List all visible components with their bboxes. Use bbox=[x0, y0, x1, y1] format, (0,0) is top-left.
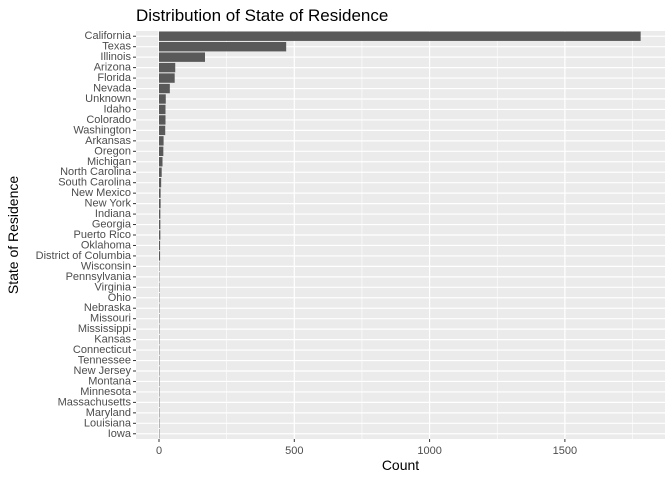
y-tick-label: District of Columbia bbox=[36, 250, 132, 262]
bars bbox=[159, 31, 641, 439]
y-tick-label: Massachusetts bbox=[58, 396, 132, 408]
y-tick-label: Oklahoma bbox=[81, 239, 132, 251]
bar bbox=[159, 188, 161, 198]
x-axis-title: Count bbox=[382, 457, 419, 473]
bar bbox=[159, 41, 287, 52]
y-tick-label: Wisconsin bbox=[81, 260, 131, 272]
y-tick-label: Missouri bbox=[90, 313, 131, 325]
bar bbox=[159, 230, 161, 240]
y-tick-label: Georgia bbox=[92, 219, 132, 231]
bar bbox=[159, 125, 166, 136]
bar bbox=[159, 146, 164, 157]
y-tick-label: North Carolina bbox=[60, 166, 132, 178]
bar bbox=[159, 73, 175, 83]
x-axis-ticks bbox=[158, 439, 566, 442]
y-tick-label: Kansas bbox=[94, 334, 131, 346]
bar bbox=[159, 115, 166, 125]
bar bbox=[159, 31, 641, 41]
y-tick-label: Ohio bbox=[108, 292, 131, 304]
y-tick-label: Michigan bbox=[87, 156, 131, 168]
bar bbox=[159, 240, 161, 251]
bar bbox=[159, 52, 205, 62]
y-tick-label: Montana bbox=[88, 375, 132, 387]
y-tick-label: Pennsylvania bbox=[66, 271, 132, 283]
y-tick-label: Tennessee bbox=[78, 355, 131, 367]
y-tick-label: Maryland bbox=[86, 407, 131, 419]
y-tick-label: New York bbox=[85, 198, 132, 210]
y-tick-label: Minnesota bbox=[80, 386, 132, 398]
y-tick-label: Arizona bbox=[94, 62, 132, 74]
x-tick-label: 0 bbox=[156, 445, 162, 457]
y-tick-label: California bbox=[85, 30, 132, 42]
bar bbox=[159, 136, 164, 146]
y-tick-label: Colorado bbox=[86, 114, 131, 126]
y-tick-label: Unknown bbox=[85, 93, 131, 105]
y-tick-label: Connecticut bbox=[73, 344, 131, 356]
bar bbox=[159, 167, 162, 177]
y-tick-label: Iowa bbox=[108, 428, 132, 440]
y-tick-label: Illinois bbox=[100, 51, 131, 63]
x-tick-label: 1000 bbox=[417, 445, 441, 457]
y-axis-ticks bbox=[133, 35, 136, 435]
x-tick-label: 500 bbox=[285, 445, 303, 457]
bar bbox=[159, 219, 161, 230]
bar bbox=[159, 177, 162, 188]
y-tick-label: South Carolina bbox=[58, 177, 132, 189]
y-tick-label: Idaho bbox=[103, 103, 131, 115]
y-tick-label: Puerto Rico bbox=[74, 229, 131, 241]
y-tick-label: Louisiana bbox=[84, 417, 132, 429]
bar bbox=[159, 198, 161, 209]
bar bbox=[159, 94, 166, 104]
bar bbox=[159, 157, 163, 167]
bar bbox=[159, 209, 161, 219]
y-tick-label: Texas bbox=[102, 41, 131, 53]
y-tick-label: New Mexico bbox=[71, 187, 131, 199]
y-axis-tick-labels: CaliforniaTexasIllinoisArizonaFloridaNev… bbox=[36, 30, 132, 440]
bar bbox=[159, 83, 170, 94]
y-tick-label: Florida bbox=[97, 72, 132, 84]
y-axis-title: State of Residence bbox=[5, 176, 21, 295]
bar bbox=[159, 251, 161, 261]
y-tick-label: Oregon bbox=[94, 145, 131, 157]
y-tick-label: Indiana bbox=[95, 208, 132, 220]
bar bbox=[159, 62, 176, 73]
y-tick-label: New Jersey bbox=[74, 365, 132, 377]
y-tick-label: Washington bbox=[73, 124, 131, 136]
y-tick-label: Nevada bbox=[93, 83, 132, 95]
y-tick-label: Nebraska bbox=[84, 302, 132, 314]
y-tick-label: Virginia bbox=[95, 281, 132, 293]
chart-title: Distribution of State of Residence bbox=[136, 6, 388, 25]
x-tick-label: 1500 bbox=[553, 445, 577, 457]
y-tick-label: Mississippi bbox=[78, 323, 131, 335]
x-axis-tick-labels: 0 500 1000 1500 bbox=[156, 445, 577, 457]
y-tick-label: Arkansas bbox=[85, 135, 131, 147]
bar bbox=[159, 104, 166, 115]
